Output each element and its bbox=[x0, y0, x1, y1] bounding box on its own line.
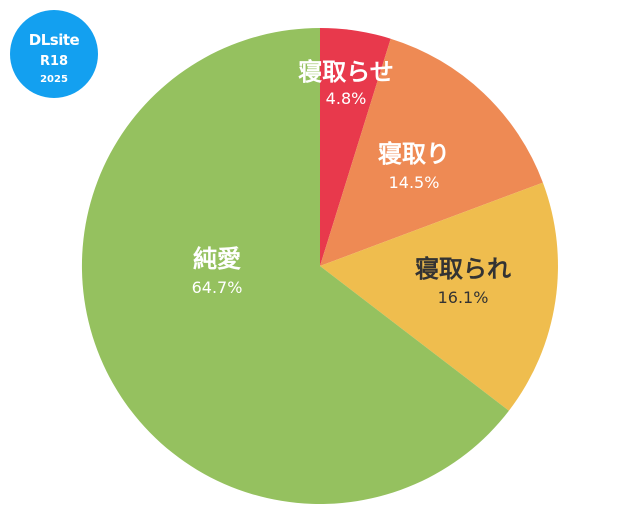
slice-percent: 64.7% bbox=[191, 278, 243, 297]
label-netorase: 寝取らせ 4.8% bbox=[298, 58, 394, 110]
label-netorare: 寝取られ 16.1% bbox=[415, 255, 511, 309]
slice-name: 純愛 bbox=[192, 245, 241, 273]
slice-percent: 4.8% bbox=[325, 89, 367, 108]
badge-brand: DLsite bbox=[28, 31, 80, 49]
badge-rating: R18 bbox=[39, 54, 69, 69]
dlsite-r18-badge: DLsite R18 2025 bbox=[10, 10, 98, 98]
badge-year: 2025 bbox=[40, 74, 68, 85]
slice-netorare bbox=[320, 182, 558, 411]
slice-netori bbox=[320, 38, 543, 267]
slice-name: 寝取らせ bbox=[298, 58, 394, 86]
slice-name: 寝取り bbox=[378, 140, 450, 168]
label-junai: 純愛 64.7% bbox=[192, 245, 243, 299]
slice-name: 寝取られ bbox=[415, 255, 511, 283]
slice-percent: 16.1% bbox=[437, 288, 489, 307]
slice-percent: 14.5% bbox=[388, 173, 440, 192]
slice-netorase bbox=[320, 27, 391, 267]
label-netori: 寝取り 14.5% bbox=[378, 140, 450, 194]
slice-junai bbox=[81, 28, 509, 504]
